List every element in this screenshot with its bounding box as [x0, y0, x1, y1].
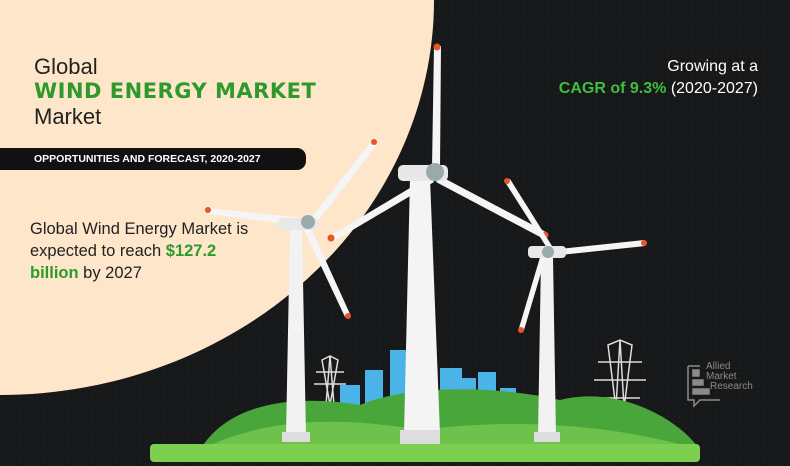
- growth-label: Growing at a: [667, 58, 758, 75]
- cagr-value: CAGR of 9.3%: [558, 80, 667, 97]
- market-description: Global Wind Energy Market is expected to…: [30, 218, 260, 284]
- cagr-text: CAGR of 9.3% (2020-2027): [559, 80, 758, 98]
- description-prefix: Global Wind Energy Market is expected to…: [30, 220, 249, 260]
- beige-backdrop: [0, 0, 434, 395]
- wind-turbine-left: [205, 139, 377, 442]
- title-line-global: Global: [34, 54, 98, 79]
- title-highlight: WIND ENERGY MARKET: [34, 79, 317, 103]
- allied-market-research-logo-icon: [687, 365, 720, 408]
- power-pylon: [314, 339, 646, 441]
- description-suffix: by 2027: [78, 264, 142, 282]
- logo-line-3: Research: [710, 381, 753, 392]
- forecast-banner: OPPORTUNITIES AND FORECAST, 2020-2027: [0, 148, 306, 170]
- market-value: $127.2 billion: [30, 242, 217, 282]
- allied-market-research-logo: Allied Market Research: [686, 362, 753, 392]
- cagr-period: (2020-2027): [666, 80, 758, 97]
- logo-line-2: Market: [706, 371, 737, 382]
- ground-strip: [150, 444, 700, 462]
- wind-turbine-center: [327, 43, 549, 444]
- title-line-market: Market: [34, 104, 102, 129]
- logo-line-1: Allied: [706, 361, 731, 372]
- wind-turbine-right: [504, 178, 647, 442]
